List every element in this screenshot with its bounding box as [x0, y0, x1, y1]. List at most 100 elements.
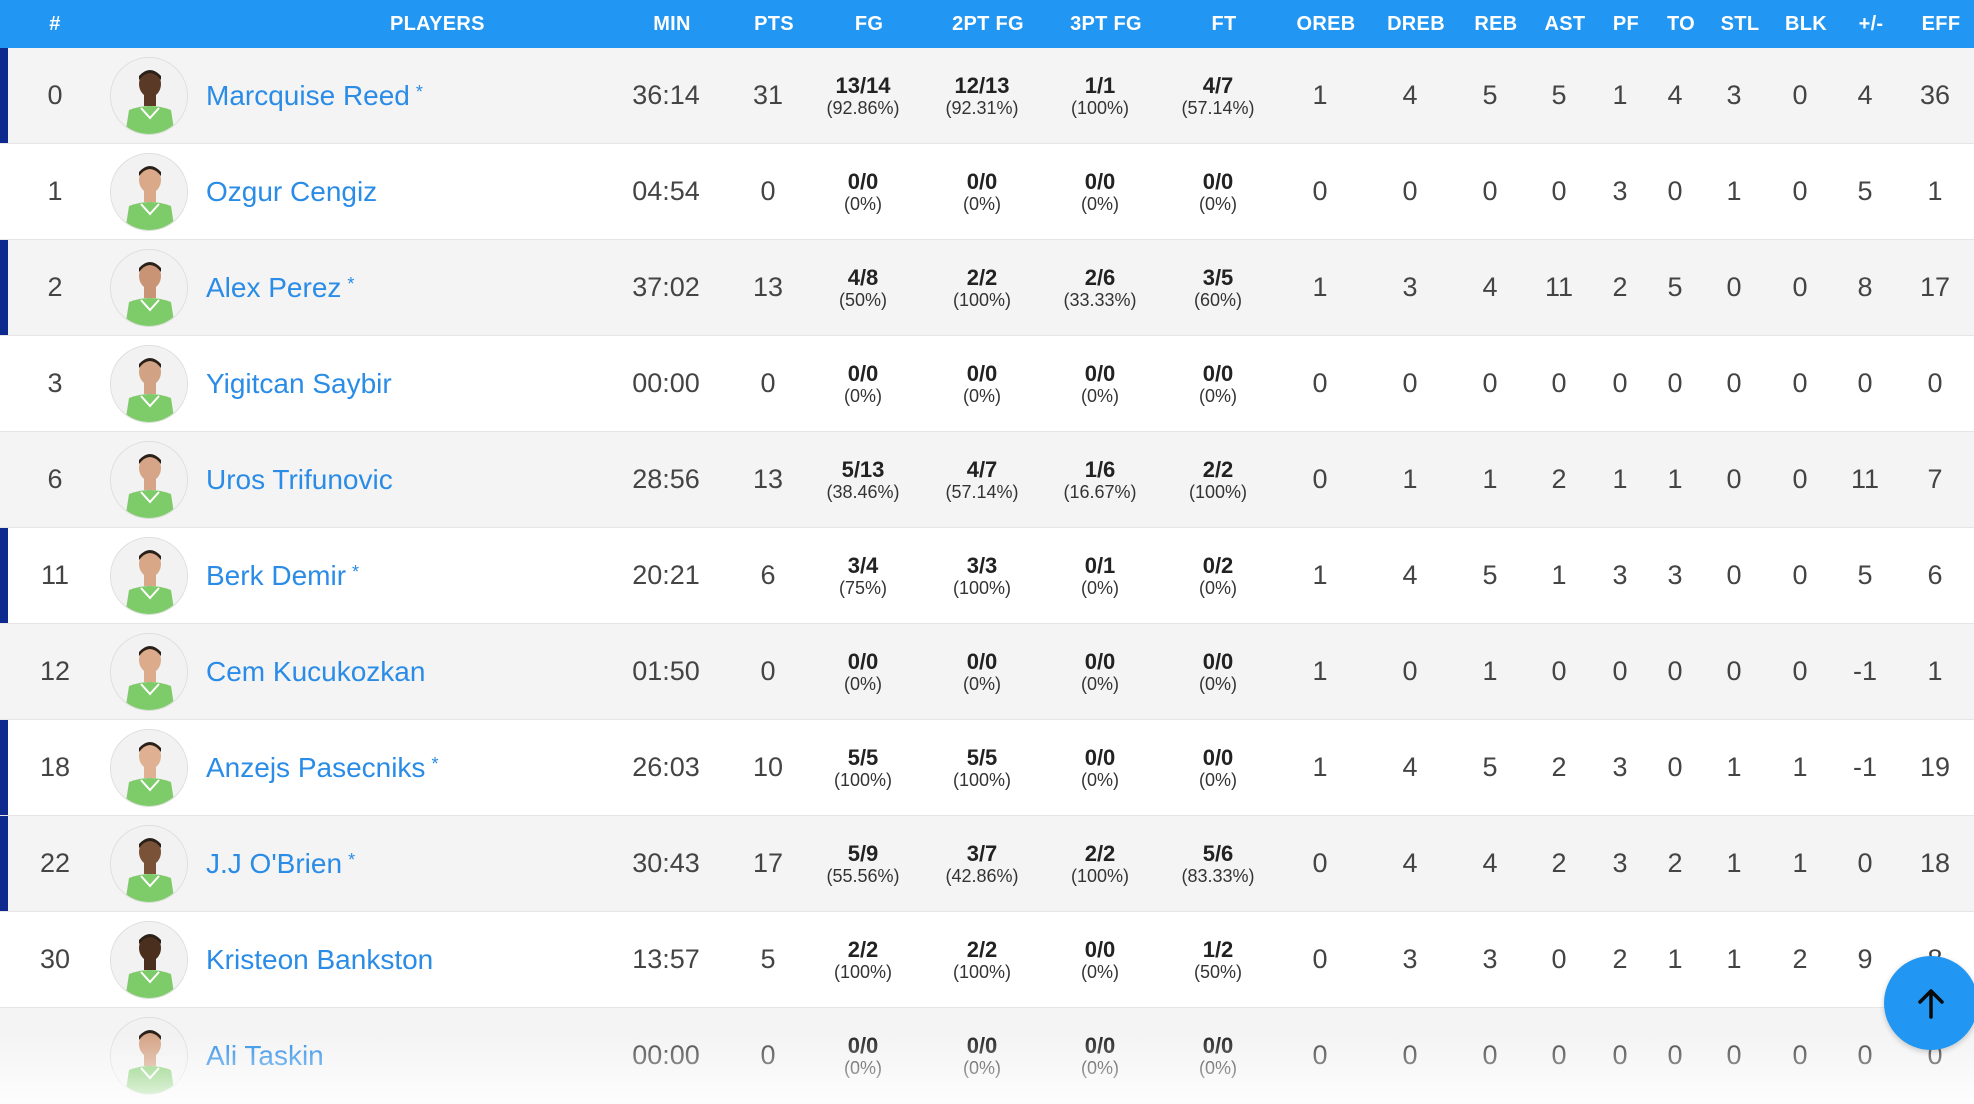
- player-photo-cell[interactable]: [110, 248, 188, 327]
- scroll-to-top-button[interactable]: [1884, 956, 1974, 1050]
- player-photo[interactable]: [110, 248, 188, 327]
- fg-cell: 3/4 (75%): [800, 553, 926, 599]
- header-fg[interactable]: FG: [854, 12, 884, 35]
- header-ft[interactable]: FT: [1211, 12, 1237, 35]
- player-photo-cell[interactable]: [110, 56, 188, 135]
- ft-cell-pct: (100%): [1188, 481, 1248, 502]
- player-photo[interactable]: [110, 344, 188, 423]
- header-pf[interactable]: PF: [1612, 12, 1640, 35]
- player-name-link[interactable]: Cem Kucukozkan: [206, 655, 426, 687]
- player-photo[interactable]: [110, 632, 188, 711]
- header-blk[interactable]: BLK: [1784, 12, 1827, 35]
- player-name-link[interactable]: J.J O'Brien: [206, 847, 343, 879]
- fg-cell-made: 2/2: [847, 936, 879, 962]
- player-name-link[interactable]: Uros Trifunovic: [206, 463, 393, 495]
- table-row: Ali Taskin 00:00 0 0/0 (0%) 0/0 (0%) 0/0 (0%) 0/0…: [0, 1008, 1974, 1104]
- reb-cell: 4: [1482, 272, 1498, 302]
- player-photo-cell[interactable]: [110, 440, 188, 519]
- starter-indicator: [0, 48, 8, 143]
- oreb-cell: 0: [1312, 1040, 1328, 1070]
- header-3pt-fg[interactable]: 3PT FG: [1070, 12, 1142, 35]
- player-name-link[interactable]: Ali Taskin: [206, 1039, 324, 1071]
- player-photo[interactable]: [110, 1016, 188, 1095]
- player-photo[interactable]: [110, 440, 188, 519]
- header-pts[interactable]: PTS: [754, 12, 794, 35]
- fg3-cell-made: 0/0: [1084, 936, 1116, 962]
- player-number: 6: [47, 464, 63, 494]
- fg3-cell-pct: (0%): [1080, 385, 1119, 406]
- player-name-cell: Yigitcan Saybir: [206, 368, 596, 400]
- player-name-link[interactable]: Anzejs Pasecniks: [206, 751, 426, 783]
- fg-cell-made: 0/0: [847, 648, 879, 674]
- player-photo-cell[interactable]: [110, 632, 188, 711]
- eff-cell: 1: [1927, 656, 1943, 686]
- points-cell: 0: [760, 176, 776, 206]
- player-photo-cell[interactable]: [110, 152, 188, 231]
- stl-cell: 0: [1726, 272, 1742, 302]
- ft-cell: 0/0 (0%): [1162, 745, 1274, 791]
- fg3-cell-pct: (0%): [1080, 673, 1119, 694]
- player-name-cell: Berk Demir *: [206, 560, 596, 592]
- player-photo-cell[interactable]: [110, 920, 188, 999]
- blk-cell: 0: [1792, 272, 1808, 302]
- points-cell: 0: [760, 368, 776, 398]
- player-name-link[interactable]: Ozgur Cengiz: [206, 175, 378, 207]
- points-cell: 0: [760, 1040, 776, 1070]
- player-number: 2: [47, 272, 63, 302]
- player-photo-cell[interactable]: [110, 728, 188, 807]
- header-ast[interactable]: AST: [1544, 12, 1586, 35]
- ast-cell: 11: [1544, 272, 1574, 302]
- table-row: 12 Cem Kucukozkan 01:50 0 0/0 (0%) 0/0 (0%) 0/0(…: [0, 624, 1974, 720]
- player-name-link[interactable]: Kristeon Bankston: [206, 943, 434, 975]
- fg3-cell: 2/2 (100%): [1038, 841, 1162, 887]
- player-name-link[interactable]: Alex Perez: [206, 271, 342, 303]
- player-photo[interactable]: [110, 152, 188, 231]
- fg-cell: 0/0 (0%): [800, 169, 926, 215]
- header-2pt-fg[interactable]: 2PT FG: [952, 12, 1024, 35]
- ft-cell-pct: (60%): [1193, 289, 1242, 310]
- fg-cell-made: 0/0: [847, 1032, 879, 1058]
- player-name-link[interactable]: Berk Demir: [206, 559, 347, 591]
- dreb-cell: 0: [1402, 368, 1418, 398]
- header-stl[interactable]: STL: [1720, 12, 1760, 35]
- fg2-cell-made: 0/0: [966, 1032, 998, 1058]
- player-photo-cell[interactable]: [110, 824, 188, 903]
- player-photo[interactable]: [110, 920, 188, 999]
- header-plus-minus[interactable]: +/-: [1858, 12, 1884, 35]
- ft-cell-made: 0/0: [1202, 1032, 1234, 1058]
- player-name-link[interactable]: Marcquise Reed: [206, 79, 410, 111]
- points-cell: 0: [760, 656, 776, 686]
- ft-cell-made: 1/2: [1202, 936, 1234, 962]
- player-photo-cell[interactable]: [110, 344, 188, 423]
- fg3-cell-made: 0/1: [1084, 552, 1116, 578]
- oreb-cell: 1: [1312, 272, 1328, 302]
- blk-cell: 0: [1792, 368, 1808, 398]
- ft-cell-pct: (0%): [1198, 1057, 1237, 1078]
- player-photo[interactable]: [110, 536, 188, 615]
- header-eff[interactable]: EFF: [1921, 12, 1961, 35]
- stl-cell: 0: [1726, 656, 1742, 686]
- header-dreb[interactable]: DREB: [1387, 12, 1445, 35]
- header-min[interactable]: MIN: [653, 12, 691, 35]
- pf-cell: 3: [1612, 176, 1628, 206]
- eff-cell: 36: [1919, 80, 1951, 110]
- starter-marker: *: [415, 81, 423, 102]
- to-cell: 0: [1667, 176, 1683, 206]
- fg3-cell: 0/0 (0%): [1038, 649, 1162, 695]
- header-players[interactable]: PLAYERS: [390, 12, 485, 35]
- player-photo[interactable]: [110, 824, 188, 903]
- header-reb[interactable]: REB: [1474, 12, 1518, 35]
- header-to[interactable]: TO: [1666, 12, 1695, 35]
- player-name-cell: Ozgur Cengiz: [206, 176, 596, 208]
- ft-cell: 0/2 (0%): [1162, 553, 1274, 599]
- player-photo[interactable]: [110, 56, 188, 135]
- stl-cell: 1: [1726, 848, 1742, 878]
- player-photo-cell[interactable]: [110, 536, 188, 615]
- reb-cell: 1: [1482, 656, 1498, 686]
- player-name-link[interactable]: Yigitcan Saybir: [206, 367, 392, 399]
- pf-cell: 3: [1612, 848, 1628, 878]
- player-photo[interactable]: [110, 728, 188, 807]
- player-name-cell: J.J O'Brien *: [206, 848, 596, 880]
- header-oreb[interactable]: OREB: [1296, 12, 1356, 35]
- player-photo-cell[interactable]: [110, 1016, 188, 1095]
